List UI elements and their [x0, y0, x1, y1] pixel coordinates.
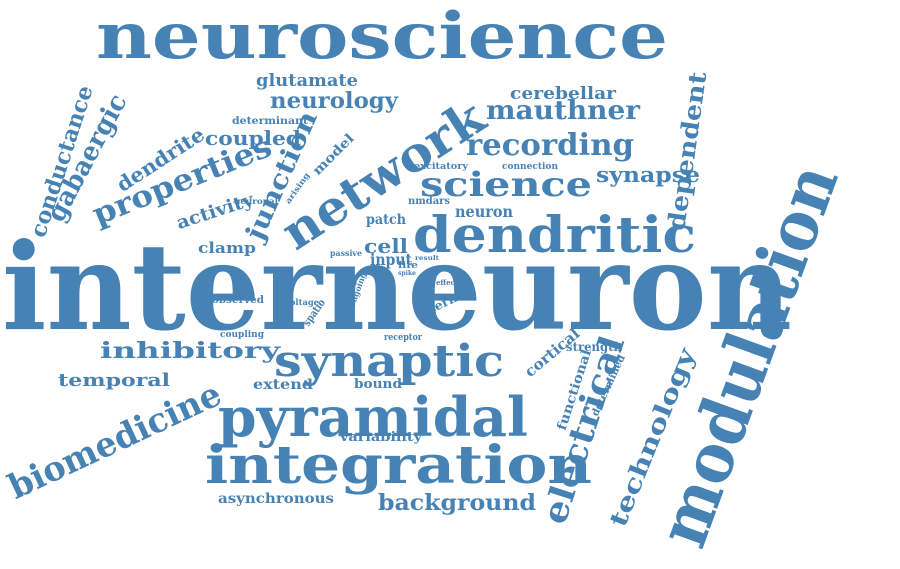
word-receptor: receptor — [384, 333, 422, 343]
word-pyramidal: pyramidal — [218, 385, 528, 449]
word-neuroscience: neuroscience — [96, 0, 668, 74]
word-input: input — [370, 250, 412, 269]
word-excitatory: excitatory — [414, 162, 468, 172]
word-result: result — [415, 255, 439, 262]
word-integration: integration — [205, 435, 592, 496]
word-strength: strength — [566, 340, 622, 354]
word-inhibitory: inhibitory — [100, 338, 280, 364]
word-dendritic: dendritic — [413, 205, 696, 264]
word-recording: recording — [466, 128, 634, 163]
word-glutamate: glutamate — [256, 71, 358, 91]
word-cell: cell — [364, 234, 408, 258]
word-cerebellar: cerebellar — [510, 84, 616, 104]
word-voltage: voltage — [285, 297, 319, 307]
word-asynchronous: asynchronous — [218, 491, 334, 507]
word-spike: spike — [398, 270, 416, 277]
word-observed: observed — [212, 295, 264, 306]
word-bound: bound — [354, 377, 402, 392]
word-temporal: temporal — [58, 370, 170, 391]
word-effect: effect — [436, 278, 458, 287]
word-synapse: synapse — [596, 162, 700, 187]
word-nmdars: nmdars — [408, 196, 450, 207]
word-variability: variability — [340, 430, 422, 445]
word-connection: connection — [502, 162, 558, 172]
word-determinant: determinant — [232, 116, 308, 127]
word-mauthner: mauthner — [486, 96, 640, 126]
word-background: background — [378, 490, 536, 516]
word-science: science — [420, 165, 592, 205]
word-interneuron: interneuron — [2, 217, 792, 358]
word-neuron: neuron — [455, 202, 513, 221]
word-extend: extend — [253, 377, 313, 393]
word-biomedicine: biomedicine — [2, 374, 228, 508]
word-patch: patch — [366, 212, 406, 228]
word-life: life — [398, 261, 418, 271]
word-coupling: coupling — [220, 330, 264, 340]
word-dependent: dependent — [661, 69, 713, 233]
word-coupled: coupled — [205, 126, 301, 150]
word-synaptic: synaptic — [274, 336, 504, 387]
word-clamp: clamp — [198, 239, 256, 257]
word-neuronal: neuronal — [234, 196, 278, 206]
word-neurology: neurology — [270, 88, 398, 114]
word-passive: passive — [330, 248, 362, 258]
